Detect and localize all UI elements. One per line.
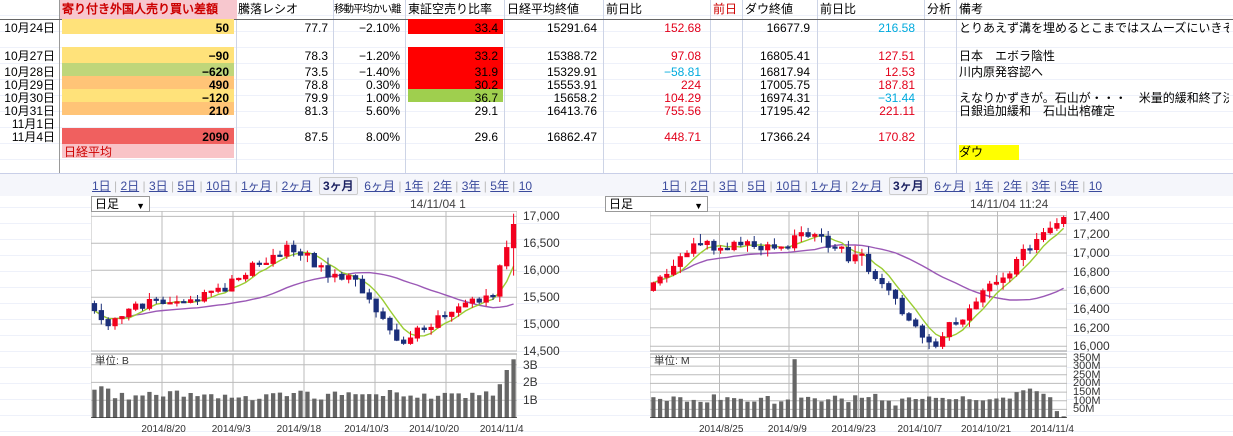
svg-text:単位: B: 単位: B: [95, 354, 129, 367]
svg-text:単位: M: 単位: M: [654, 354, 690, 367]
